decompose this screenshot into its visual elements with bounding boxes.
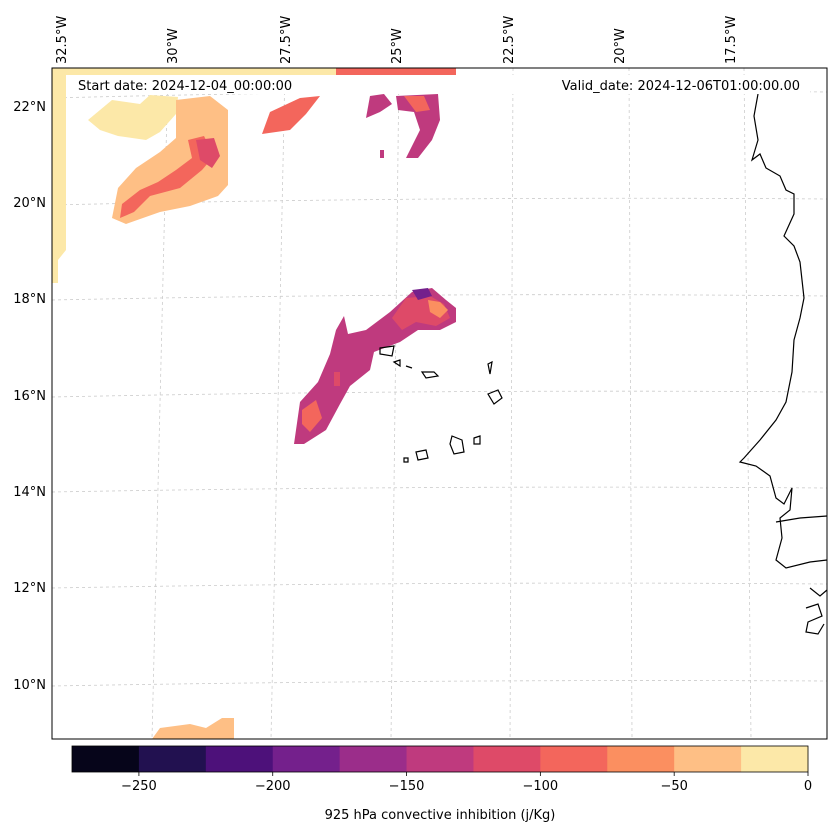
contour-south-spot xyxy=(334,372,340,386)
lon-label: 20°W xyxy=(613,28,628,64)
lon-label: 32.5°W xyxy=(55,16,70,64)
lat-label: 20°N xyxy=(13,196,46,211)
contour-speck xyxy=(380,150,384,158)
island-fogo xyxy=(415,449,429,461)
gridline-30w xyxy=(151,67,169,740)
contour-top-center-red xyxy=(262,96,320,134)
contour-top-right-magenta-a xyxy=(366,94,392,118)
lon-label: 22.5°W xyxy=(502,16,517,64)
gridline-25w xyxy=(390,67,400,740)
contour-top-strip xyxy=(66,68,336,75)
colorbar-segment xyxy=(674,746,742,772)
colorbar-tick-label: −250 xyxy=(121,779,157,794)
colorbar-tick-label: −200 xyxy=(255,779,291,794)
gridline-22n xyxy=(51,90,828,99)
date-label-strip xyxy=(66,75,810,94)
contour-central-purple xyxy=(412,288,432,300)
gridline-20w xyxy=(628,67,633,740)
colorbar-segment xyxy=(138,746,207,772)
island-brava xyxy=(403,457,409,463)
coastlines xyxy=(379,93,828,635)
gridline-14n xyxy=(51,486,828,493)
valid-date: Valid_date: 2024-12-06T01:00:00.00 xyxy=(562,79,800,94)
gridline-10n xyxy=(51,680,828,687)
lat-label: 22°N xyxy=(13,100,46,115)
contour-central-band xyxy=(294,288,456,444)
colorbar-tick-label: −100 xyxy=(523,779,559,794)
colorbar-segment xyxy=(72,746,140,772)
coastline-gambia xyxy=(775,515,828,523)
lat-label: 12°N xyxy=(13,581,46,596)
colorbar-tick-label: −150 xyxy=(389,779,425,794)
colorbar-segment xyxy=(540,746,608,772)
contour-south-red xyxy=(302,400,322,432)
lon-label: 30°W xyxy=(166,28,181,64)
coastline-guinea-bissau xyxy=(809,587,828,597)
lon-label: 27.5°W xyxy=(279,16,294,64)
lon-label: 17.5°W xyxy=(724,16,739,64)
colorbar-segment xyxy=(741,746,809,772)
island-boa-vista xyxy=(487,389,503,405)
map-border xyxy=(51,67,828,740)
contour-top-red-strip xyxy=(336,68,456,75)
gridline-12n xyxy=(51,582,828,589)
coastline-africa xyxy=(738,93,828,569)
gridline-27-5w xyxy=(270,67,286,740)
contour-left-strip xyxy=(52,68,66,283)
latitude-labels: 22°N 20°N 18°N 16°N 14°N 12°N 10°N xyxy=(13,100,46,693)
island-santiago xyxy=(449,435,465,455)
island-sao-nicolau xyxy=(420,371,440,379)
lon-label: 25°W xyxy=(390,28,405,64)
coastline-bijagos xyxy=(805,603,825,635)
cin-contours xyxy=(52,68,456,739)
colorbar-segment xyxy=(339,746,408,772)
colorbar-segment xyxy=(272,746,341,772)
island-santa-luzia xyxy=(405,365,413,369)
island-sal xyxy=(487,360,493,375)
lat-label: 14°N xyxy=(13,485,46,500)
contour-bottom-left xyxy=(152,718,234,739)
contour-upper-left-magenta xyxy=(196,138,220,168)
colorbar-tick-label: 0 xyxy=(804,779,812,794)
contour-top-right-red xyxy=(404,96,430,112)
gridline-17-5w xyxy=(743,67,752,740)
colorbar-segment xyxy=(607,746,675,772)
colorbar-segment xyxy=(205,746,274,772)
colorbar-border xyxy=(71,745,809,773)
contour-upper-left-yellow xyxy=(88,95,178,140)
contour-upper-left-red xyxy=(120,136,214,218)
contour-central-orange xyxy=(428,300,448,318)
gridline-22-5w xyxy=(509,67,514,740)
gridline-16n xyxy=(51,390,828,398)
island-maio xyxy=(473,435,481,445)
start-date: Start date: 2024-12-04_00:00:00 xyxy=(78,79,292,94)
colorbar: −250 −200 −150 −100 −50 0 xyxy=(71,745,812,794)
colorbar-label: 925 hPa convective inhibition (j/Kg) xyxy=(324,808,556,823)
lat-label: 10°N xyxy=(13,678,46,693)
gridline-18n xyxy=(51,294,828,301)
island-santo-antao xyxy=(379,345,395,357)
lat-label: 16°N xyxy=(13,389,46,404)
lat-label: 18°N xyxy=(13,292,46,307)
colorbar-segment xyxy=(473,746,541,772)
island-sao-vicente xyxy=(392,359,401,368)
longitude-labels: 32.5°W 30°W 27.5°W 25°W 22.5°W 20°W 17.5… xyxy=(55,16,739,64)
colorbar-tick-label: −50 xyxy=(660,779,687,794)
colorbar-segment xyxy=(406,746,474,772)
